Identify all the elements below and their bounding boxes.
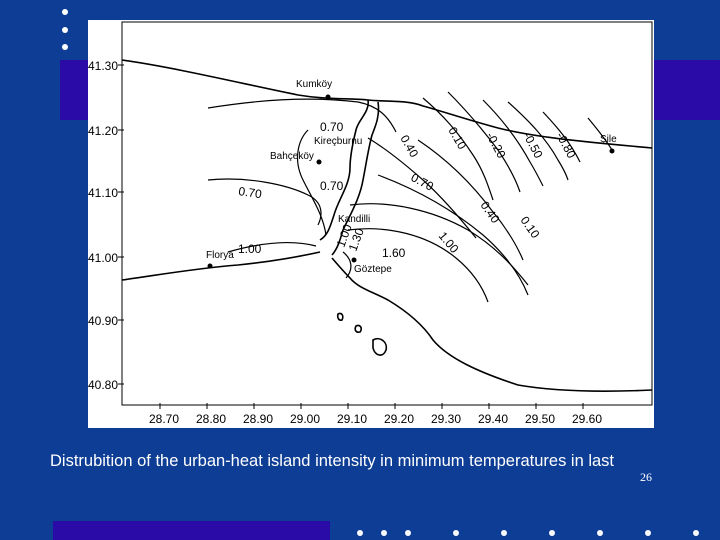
lon-label: 29.30 bbox=[431, 412, 461, 426]
place-marker-icon bbox=[207, 263, 213, 269]
place-label-bahcekoy: Bahçeköy bbox=[270, 151, 314, 162]
map-caption: Distrubition of the urban-heat island in… bbox=[50, 452, 615, 470]
bottom-accent-band bbox=[53, 521, 330, 540]
lon-label: 28.80 bbox=[196, 412, 226, 426]
place-marker-icon bbox=[316, 159, 322, 165]
heat-island-map: 41.30 41.20 41.10 41.00 40.90 40.80 28.7… bbox=[88, 20, 654, 428]
bullet-dot-icon bbox=[597, 530, 603, 536]
contour-label: -0.80 bbox=[553, 130, 578, 161]
lat-label: 41.30 bbox=[88, 59, 118, 73]
contour-label: 0.10 bbox=[518, 214, 543, 241]
place-label-kumkoy: Kumköy bbox=[296, 79, 332, 90]
bullet-dot-icon bbox=[381, 530, 387, 536]
bullet-dot-icon bbox=[62, 27, 68, 33]
lat-label: 41.00 bbox=[88, 251, 118, 265]
contour-label: 0.10 bbox=[445, 125, 469, 153]
lon-label: 29.50 bbox=[525, 412, 555, 426]
place-label-kirecburnu: Kireçburnu bbox=[314, 136, 362, 147]
lat-ticks bbox=[118, 64, 124, 385]
bullet-dot-icon bbox=[645, 530, 651, 536]
lon-label: 29.40 bbox=[478, 412, 508, 426]
place-label-kandilli: Kandilli bbox=[338, 214, 370, 225]
bullet-dot-icon bbox=[501, 530, 507, 536]
place-marker-icon bbox=[609, 148, 615, 154]
bullet-dot-icon bbox=[693, 530, 699, 536]
contour-label: 0.40 bbox=[478, 199, 503, 226]
lat-label: 41.20 bbox=[88, 124, 118, 138]
place-marker-icon bbox=[325, 94, 331, 100]
place-label-goztepe: Göztepe bbox=[354, 264, 392, 275]
lat-label: 41.10 bbox=[88, 186, 118, 200]
coastline bbox=[121, 59, 653, 392]
lon-label: 29.00 bbox=[290, 412, 320, 426]
page-number: 26 bbox=[640, 470, 652, 484]
bullet-dot-icon bbox=[62, 44, 68, 50]
lon-label: 29.10 bbox=[337, 412, 367, 426]
plot-border bbox=[121, 21, 653, 406]
contour-label: 1.00 bbox=[238, 242, 262, 256]
place-label-sile: Şile bbox=[600, 134, 617, 145]
place-label-florya: Florya bbox=[206, 250, 234, 261]
lat-label: 40.90 bbox=[88, 314, 118, 328]
lon-ticks bbox=[159, 403, 584, 409]
lon-label: 29.60 bbox=[572, 412, 602, 426]
contour-label: 0.70 bbox=[238, 184, 263, 201]
place-markers bbox=[207, 94, 615, 269]
bullet-dot-icon bbox=[405, 530, 411, 536]
contour-label: 0.70 bbox=[320, 179, 344, 193]
lon-label: 28.70 bbox=[149, 412, 179, 426]
place-marker-icon bbox=[351, 257, 357, 263]
bullet-dot-icon bbox=[549, 530, 555, 536]
bullet-dot-icon bbox=[62, 9, 68, 15]
bullet-dot-icon bbox=[453, 530, 459, 536]
contour-label: 1.00 bbox=[436, 229, 462, 256]
lon-label: 28.90 bbox=[243, 412, 273, 426]
lon-label: 29.20 bbox=[384, 412, 414, 426]
map-canvas: 41.30 41.20 41.10 41.00 40.90 40.80 28.7… bbox=[88, 21, 653, 426]
isotherm-contours bbox=[207, 91, 613, 303]
contour-label: 0.70 bbox=[320, 120, 344, 134]
bullet-dot-icon bbox=[357, 530, 363, 536]
contour-label: 0.40 bbox=[397, 133, 421, 161]
lat-label: 40.80 bbox=[88, 378, 118, 392]
contour-label: -0.50 bbox=[520, 130, 545, 161]
contour-label: 1.60 bbox=[382, 246, 406, 260]
contour-label: -0.20 bbox=[483, 130, 508, 161]
